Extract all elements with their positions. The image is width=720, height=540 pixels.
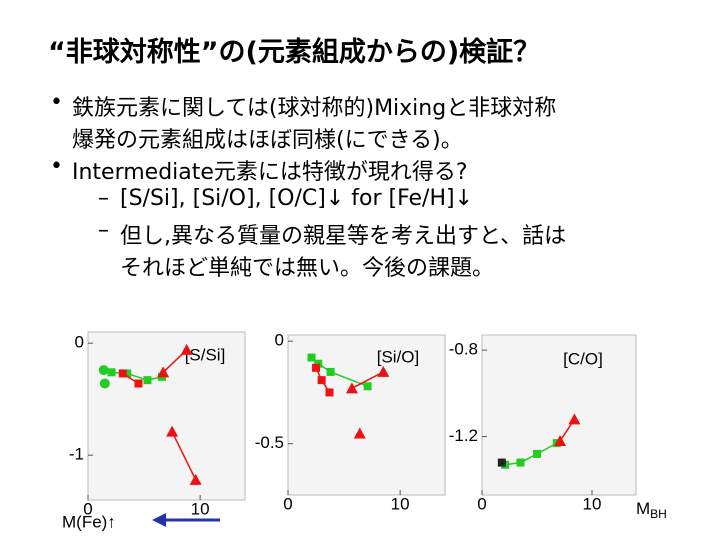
sub-text: [S/Si], [Si/O], [O/C]↓ for [Fe/H]↓ xyxy=(120,186,474,211)
sub-text: それほど単純では無い。今後の課題。 xyxy=(120,256,495,281)
arrow-head xyxy=(152,513,166,527)
point xyxy=(118,369,127,378)
x-tick-label: 10 xyxy=(191,499,210,518)
y-tick-label: 0 xyxy=(75,333,84,352)
point xyxy=(98,365,109,376)
sub-dash: – xyxy=(98,186,109,211)
point xyxy=(353,427,366,439)
point xyxy=(325,388,334,397)
point xyxy=(157,366,170,378)
y-tick-label: -1 xyxy=(69,445,84,464)
point xyxy=(533,449,541,458)
point xyxy=(312,363,321,372)
point xyxy=(189,473,202,485)
series-line xyxy=(504,442,558,466)
y-tick-label: 0 xyxy=(275,331,284,350)
plot-frame xyxy=(481,334,637,496)
series-line xyxy=(351,371,384,389)
bullet-dot: • xyxy=(50,154,63,179)
point xyxy=(123,369,132,378)
chart-label: [C/O] xyxy=(563,349,603,368)
x-tick-label: 0 xyxy=(83,499,92,518)
point xyxy=(554,434,567,446)
sub-dash: – xyxy=(98,218,109,243)
bullet-text: 爆発の元素組成はほぼ同様(にできる)。 xyxy=(72,128,463,153)
point xyxy=(307,353,316,362)
point xyxy=(497,458,506,467)
point xyxy=(363,382,372,391)
point xyxy=(99,378,110,389)
arrow-note: M(Fe)↑ xyxy=(62,512,116,531)
point xyxy=(143,376,152,385)
point xyxy=(317,376,326,385)
y-tick-label: -0.5 xyxy=(255,433,284,452)
point xyxy=(345,382,358,394)
point xyxy=(180,343,193,355)
y-tick-label: -0.8 xyxy=(449,340,478,359)
x-note-sub: BH xyxy=(650,507,667,521)
point xyxy=(568,413,581,425)
plot-frame xyxy=(87,331,246,501)
point xyxy=(134,379,143,388)
sub-text: 但し,異なる質量の親星等を考え出すと、話は xyxy=(120,224,567,249)
y-tick-label: -1.2 xyxy=(449,426,478,445)
x-tick-label: 10 xyxy=(583,494,602,513)
x-note-main: M xyxy=(636,499,650,518)
bullet-dot: • xyxy=(50,90,63,115)
bullet-text: 鉄族元素に関しては(球対称的)Mixingと非球対称 xyxy=(72,96,557,121)
slide-title: “非球対称性”の(元素組成からの)検証？ xyxy=(48,37,541,68)
bullet-text: Intermediate元素には特徴が現れ得る? xyxy=(72,160,468,185)
x-tick-label: 0 xyxy=(283,494,292,513)
point xyxy=(166,425,179,437)
point xyxy=(107,368,116,377)
point xyxy=(314,359,323,368)
x-tick-label: 10 xyxy=(391,494,410,513)
point xyxy=(516,458,525,467)
x-note: MBH xyxy=(636,499,667,521)
point xyxy=(326,367,335,376)
series-line xyxy=(171,431,197,481)
chart-label: [S/Si] xyxy=(185,345,226,364)
x-tick-label: 0 xyxy=(477,494,486,513)
plot-frame xyxy=(287,334,446,496)
point xyxy=(377,365,390,377)
chart-label: [Si/O] xyxy=(377,347,420,366)
